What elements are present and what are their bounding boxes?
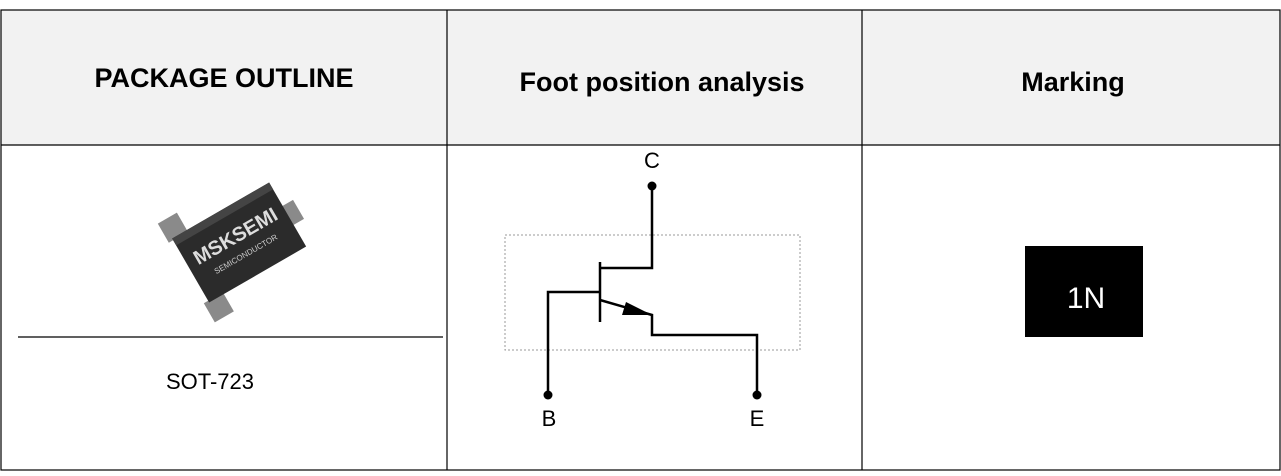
transistor-diagram (504, 181, 801, 400)
header-cell: Foot position analysis (519, 67, 804, 97)
package-image: MSKSEMI SEMICONDUCTOR (157, 182, 307, 323)
header-row (1, 10, 1280, 145)
marking-box (1025, 246, 1143, 337)
pin-label: B (542, 406, 557, 431)
pin-label: E (750, 406, 765, 431)
pin-label: C (644, 148, 660, 173)
header-cell: Marking (1021, 67, 1125, 97)
header-cell: PACKAGE OUTLINE (94, 63, 353, 93)
marking-code: 1N (1067, 282, 1105, 315)
package-name: SOT-723 (166, 369, 254, 394)
table-grid (0, 9, 1281, 471)
